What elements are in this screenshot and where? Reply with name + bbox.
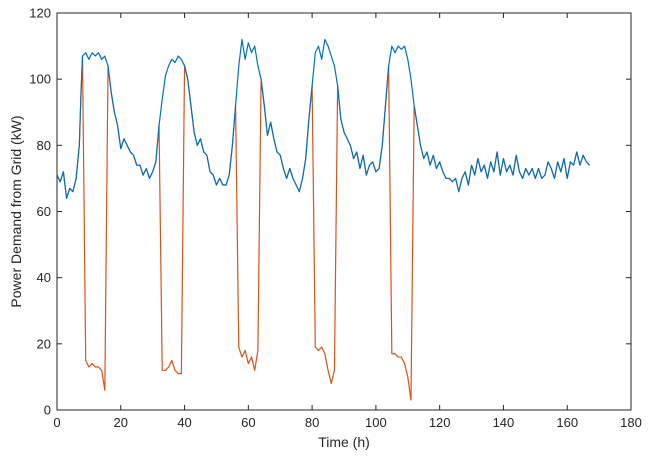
- y-tick-label: 0: [44, 403, 51, 418]
- y-tick-label: 120: [29, 6, 51, 21]
- x-axis-label: Time (h): [318, 434, 370, 450]
- x-tick-label: 140: [493, 415, 515, 430]
- x-tick-label: 60: [241, 415, 255, 430]
- y-tick-label: 60: [37, 204, 51, 219]
- x-tick-label: 120: [429, 415, 451, 430]
- x-tick-label: 100: [365, 415, 387, 430]
- x-tick-label: 80: [305, 415, 319, 430]
- y-tick-label: 40: [37, 270, 51, 285]
- x-tick-label: 160: [556, 415, 578, 430]
- y-axis-label: Power Demand from Grid (kW): [8, 115, 24, 307]
- series-line-1: [56, 38, 590, 199]
- x-tick-label: 40: [177, 415, 191, 430]
- x-tick-label: 0: [53, 415, 60, 430]
- x-axis-ticks: 0 20 40 60 80 100 120 140 160 180: [53, 13, 642, 430]
- y-tick-label: 100: [29, 72, 51, 87]
- x-tick-label: 20: [114, 415, 128, 430]
- y-tick-label: 80: [37, 138, 51, 153]
- y-tick-label: 20: [37, 336, 51, 351]
- plot-lines: [56, 38, 590, 401]
- y-axis-ticks: 0 20 40 60 80 100 120: [29, 6, 631, 418]
- x-tick-label: 180: [620, 415, 642, 430]
